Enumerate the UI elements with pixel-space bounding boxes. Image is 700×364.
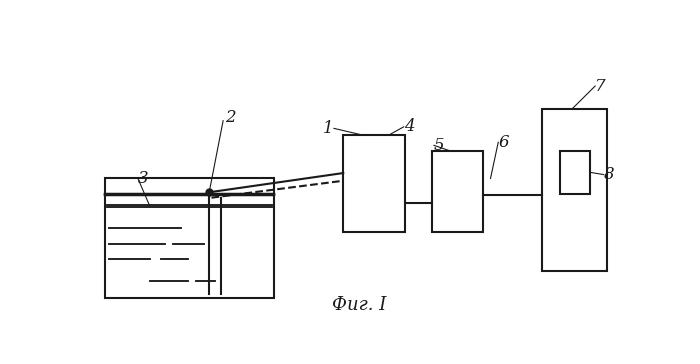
Bar [104,178,274,298]
Text: 6: 6 [498,134,509,151]
Bar [560,151,589,194]
Text: 3: 3 [138,170,148,187]
Text: 4: 4 [404,118,414,135]
Text: 5: 5 [434,137,444,154]
Bar [542,109,607,271]
Text: Фиг. I: Фиг. I [332,297,386,314]
Bar [343,135,405,232]
Text: 8: 8 [603,166,615,183]
Text: 1: 1 [323,120,334,137]
Bar [433,151,483,232]
Text: 7: 7 [595,78,606,95]
Text: 2: 2 [225,109,236,126]
